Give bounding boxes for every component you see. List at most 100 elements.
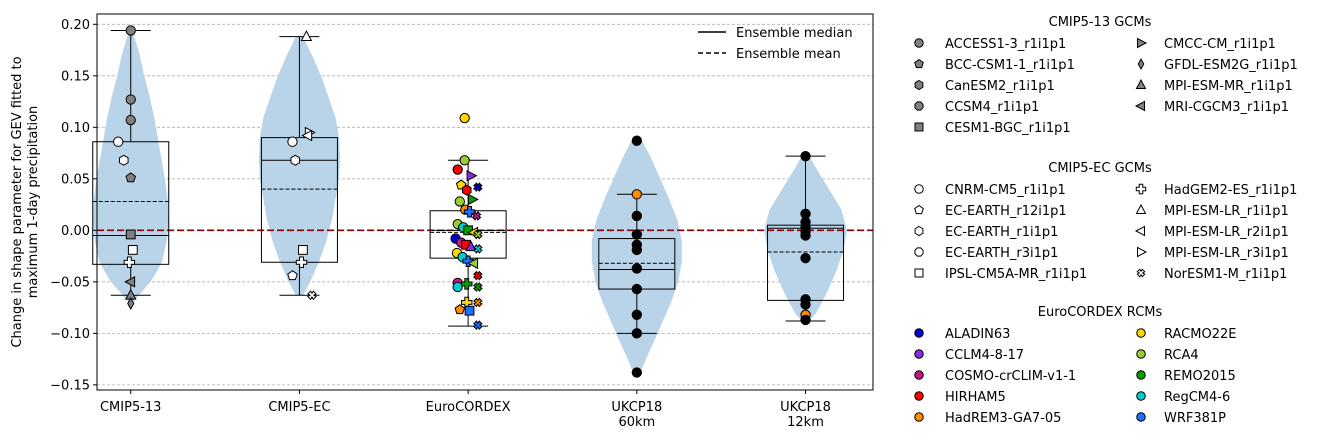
- data-point: [631, 328, 643, 339]
- y-tick-label: −0.05: [50, 275, 90, 290]
- legend-marker: [914, 349, 924, 359]
- y-tick-label: −0.15: [50, 378, 90, 393]
- legend-marker: [914, 268, 924, 278]
- y-axis: −0.15 −0.10 −0.05 0.00 0.05 0.10 0.15 0.20: [50, 18, 97, 393]
- data-point: [118, 154, 129, 166]
- y-tick-label: 0.00: [61, 224, 90, 239]
- legend-entry-label: IPSL-CM5A-MR_r1i1p1: [945, 267, 1087, 282]
- data-point: [127, 245, 138, 255]
- legend-entry-label: HadGEM2-ES_r1i1p1: [1164, 183, 1297, 198]
- data-point: [465, 240, 477, 252]
- legend-marker: [1136, 391, 1146, 401]
- model-legend: CMIP5-13 GCMs ACCESS1-3_r1i1p1 BCC-CSM1-1_…: [914, 15, 1298, 426]
- data-point: [631, 189, 643, 200]
- data-point: [113, 136, 124, 147]
- legend-median-label: Ensemble median: [736, 26, 853, 41]
- data-point: [472, 182, 483, 192]
- y-axis-label-line-1: Change in shape parameter for GEV fitted…: [10, 56, 25, 347]
- data-point: [463, 206, 476, 218]
- legend-marker: [1136, 349, 1146, 359]
- data-point: [461, 278, 473, 290]
- legend-entry-label: CESM1-BGC_r1i1p1: [945, 121, 1071, 136]
- data-point: [290, 154, 301, 166]
- legend-entry-label: ALADIN63: [945, 327, 1010, 342]
- legend-marker: [914, 101, 924, 111]
- data-point: [125, 25, 136, 36]
- legend-marker: [914, 38, 924, 48]
- data-point: [287, 270, 298, 281]
- data-point: [125, 94, 136, 105]
- legend-group-title: CMIP5-13 GCMs: [1049, 15, 1152, 30]
- legend-entry-label: WRF381P: [1164, 411, 1226, 426]
- x-tick-label: 60km: [618, 415, 655, 430]
- legend-entry-label: HIRHAM5: [945, 390, 1006, 405]
- legend-entry-label: EC-EARTH_r12i1p1: [945, 204, 1067, 219]
- legend-entry-label: MRI-CGCM3_r1i1p1: [1164, 100, 1289, 115]
- legend-entry-label: CNRM-CM5_r1i1p1: [945, 183, 1066, 198]
- legend-marker: [1135, 183, 1147, 195]
- data-point: [462, 255, 474, 267]
- legend-marker: [914, 225, 924, 237]
- data-point: [459, 112, 470, 124]
- legend-marker: [914, 412, 924, 422]
- x-tick-label: UKCP18: [611, 400, 662, 415]
- y-tick-label: 0.10: [61, 121, 90, 136]
- model-points: [113, 25, 811, 378]
- data-point: [300, 30, 313, 42]
- legend-marker: [1134, 225, 1145, 237]
- legend-marker: [1137, 246, 1148, 258]
- data-point: [301, 129, 313, 142]
- data-point: [472, 297, 483, 308]
- legend-marker: [1136, 412, 1146, 422]
- legend-marker: [914, 247, 924, 257]
- data-point: [467, 193, 479, 206]
- legend-marker: [914, 122, 924, 132]
- data-point: [298, 245, 308, 255]
- legend-group-2: EuroCORDEX RCMs ALADIN63 CCLM4-8-17 COSMO-c…: [914, 305, 1236, 426]
- data-point: [800, 150, 811, 162]
- legend-group-title: EuroCORDEX RCMs: [1038, 305, 1163, 320]
- legend-marker: [914, 58, 924, 69]
- data-point: [631, 263, 643, 274]
- data-point: [631, 309, 643, 320]
- legend-marker: [914, 391, 924, 401]
- legend-entry-label: EC-EARTH_r1i1p1: [945, 225, 1058, 240]
- y-tick-label: −0.10: [50, 327, 90, 342]
- legend-marker: [914, 184, 924, 194]
- data-point: [454, 196, 465, 207]
- legend-entry-label: MPI-ESM-LR_r1i1p1: [1164, 204, 1289, 219]
- legend-entry-label: ACCESS1-3_r1i1p1: [945, 37, 1066, 52]
- violin-3: [591, 140, 682, 373]
- y-tick-label: 0.15: [61, 69, 90, 84]
- legend-entry-label: CMCC-CM_r1i1p1: [1164, 37, 1276, 52]
- y-gridlines: [97, 23, 873, 386]
- data-point: [454, 304, 466, 315]
- legend-group-title: CMIP5-EC GCMs: [1048, 161, 1152, 176]
- y-axis-label-line-2: maximum 1-day precipitation: [26, 106, 41, 299]
- legend-entry-label: BCC-CSM1-1_r1i1p1: [945, 58, 1075, 73]
- legend-marker: [914, 328, 924, 338]
- x-tick-label: EuroCORDEX: [426, 400, 511, 415]
- legend-mean-label: Ensemble mean: [736, 47, 841, 62]
- data-point: [631, 229, 643, 240]
- data-point: [472, 243, 483, 254]
- legend-entry-label: RegCM4-6: [1164, 390, 1230, 405]
- data-point: [631, 135, 643, 146]
- legend-entry-label: MPI-ESM-LR_r2i1p1: [1164, 225, 1289, 240]
- x-tick-label: 12km: [787, 415, 824, 430]
- legend-entry-label: NorESM1-M_r1i1p1: [1164, 267, 1287, 282]
- legend-marker: [1137, 57, 1145, 71]
- legend-entry-label: RCA4: [1164, 348, 1199, 363]
- legend-marker: [1136, 370, 1146, 380]
- legend-marker: [1136, 268, 1146, 278]
- legend-marker: [914, 204, 924, 215]
- legend-entry-label: COSMO-crCLIM-v1-1: [945, 369, 1076, 384]
- data-point: [631, 244, 643, 256]
- legend-entry-label: CanESM2_r1i1p1: [945, 79, 1055, 94]
- data-point: [472, 320, 483, 330]
- data-point: [452, 281, 463, 293]
- data-point: [631, 367, 643, 378]
- legend-entry-label: HadREM3-GA7-05: [945, 411, 1061, 426]
